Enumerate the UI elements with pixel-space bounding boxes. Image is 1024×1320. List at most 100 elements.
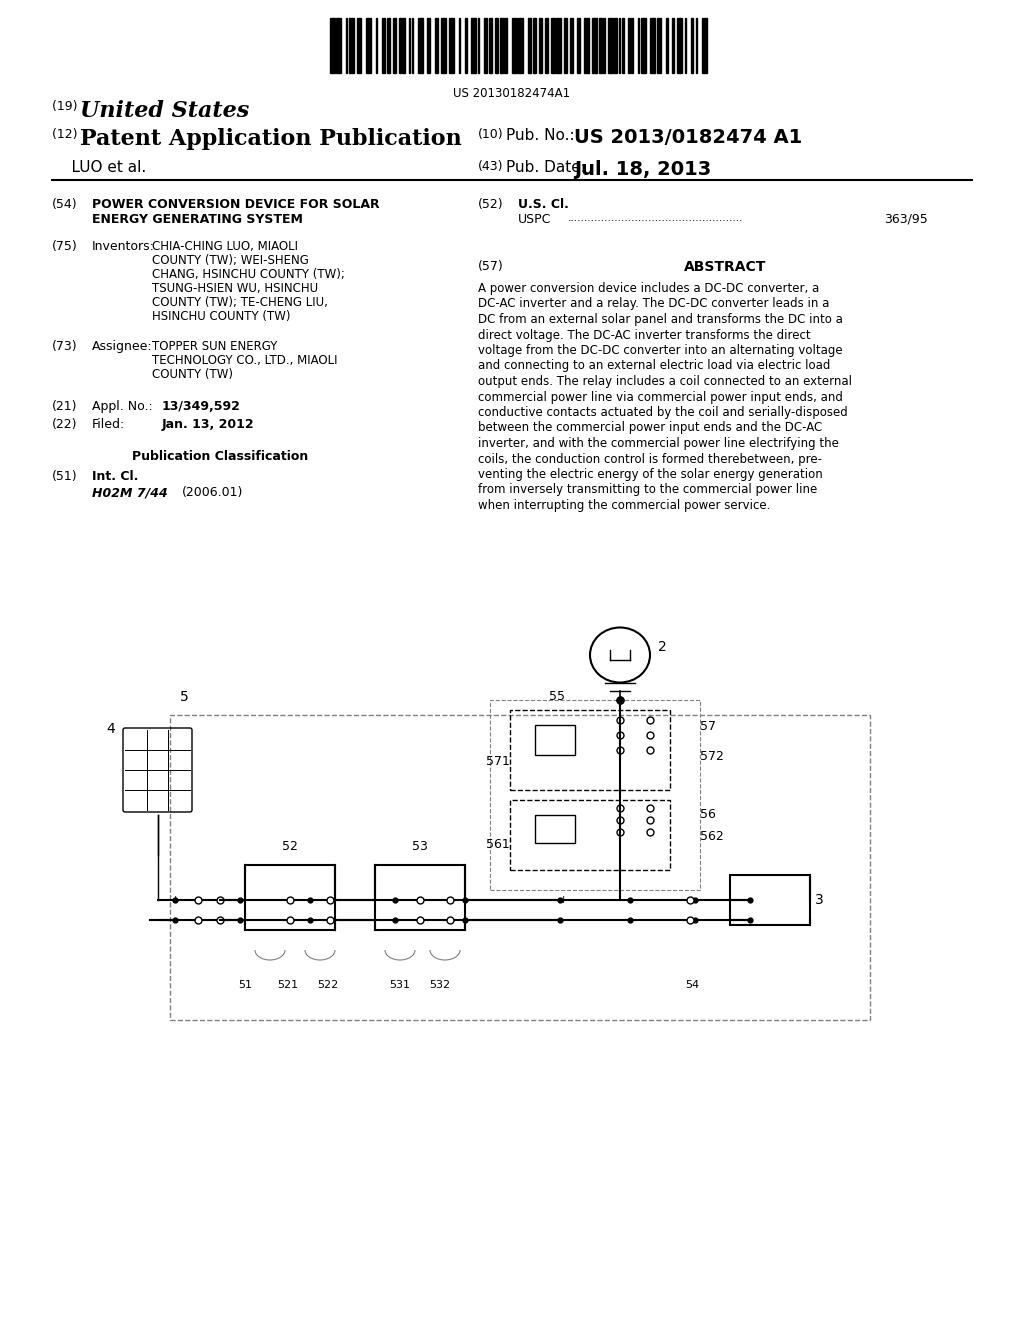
Text: (54): (54) [52,198,78,211]
Text: (2006.01): (2006.01) [182,486,244,499]
Bar [495,18,498,73]
Bar [409,18,410,73]
Bar [622,18,624,73]
Text: TOPPER SUN ENERGY: TOPPER SUN ENERGY [152,341,278,352]
Bar [632,18,633,73]
Text: POWER CONVERSION DEVICE FOR SOLAR: POWER CONVERSION DEVICE FOR SOLAR [92,198,380,211]
Text: (73): (73) [52,341,78,352]
Text: +: + [558,895,567,906]
Text: Jul. 18, 2013: Jul. 18, 2013 [574,160,712,180]
Text: 572: 572 [700,750,724,763]
Bar [412,18,414,73]
Text: from inversely transmitting to the commercial power line: from inversely transmitting to the comme… [478,483,817,496]
Text: 3: 3 [815,894,823,907]
Text: TSUNG-HSIEN WU, HSINCHU: TSUNG-HSIEN WU, HSINCHU [152,282,318,294]
Bar [500,18,503,73]
Text: 5: 5 [180,690,188,704]
Text: ENERGY GENERATING SYSTEM: ENERGY GENERATING SYSTEM [92,213,303,226]
Bar [673,18,674,73]
Text: (19): (19) [52,100,82,114]
Text: (75): (75) [52,240,78,253]
Text: ....................................................: ........................................… [568,213,743,223]
Bar [702,18,707,73]
Text: venting the electric energy of the solar energy generation: venting the electric energy of the solar… [478,469,822,480]
Text: LUO et al.: LUO et al. [52,160,146,176]
Text: 532: 532 [429,979,451,990]
Text: Appl. No.:: Appl. No.: [92,400,153,413]
Bar [532,18,536,73]
Bar [488,18,492,73]
Text: Inventors:: Inventors: [92,240,155,253]
Text: 2: 2 [658,640,667,653]
Text: 53: 53 [412,840,428,853]
Text: TECHNOLOGY CO., LTD., MIAOLI: TECHNOLOGY CO., LTD., MIAOLI [152,354,338,367]
Text: +: + [170,895,179,906]
Text: DC-AC inverter and a relay. The DC-DC converter leads in a: DC-AC inverter and a relay. The DC-DC co… [478,297,829,310]
Text: (52): (52) [478,198,504,211]
Bar [330,18,335,73]
Text: −: − [170,915,179,925]
Text: HSINCHU COUNTY (TW): HSINCHU COUNTY (TW) [152,310,291,323]
Bar [614,18,617,73]
Text: conductive contacts actuated by the coil and serially-disposed: conductive contacts actuated by the coil… [478,407,848,418]
Bar [382,18,385,73]
Text: Pub. Date:: Pub. Date: [506,160,586,176]
Bar [577,18,580,73]
Bar [618,18,621,73]
Bar [685,18,686,73]
Bar [592,18,597,73]
Text: and connecting to an external electric load via electric load: and connecting to an external electric l… [478,359,830,372]
Text: (51): (51) [52,470,78,483]
Text: output ends. The relay includes a coil connected to an external: output ends. The relay includes a coil c… [478,375,852,388]
Bar [518,18,523,73]
Bar [399,18,400,73]
Bar [490,700,700,890]
Bar [656,18,662,73]
Text: Pub. No.:: Pub. No.: [506,128,574,143]
Text: 52: 52 [282,840,298,853]
Bar [585,18,589,73]
Bar [418,18,423,73]
Text: coils, the conduction control is formed therebetween, pre-: coils, the conduction control is formed … [478,453,822,466]
Text: COUNTY (TW); TE-CHENG LIU,: COUNTY (TW); TE-CHENG LIU, [152,296,328,309]
Text: ABSTRACT: ABSTRACT [684,260,766,275]
Text: direct voltage. The DC-AC inverter transforms the direct: direct voltage. The DC-AC inverter trans… [478,329,811,342]
Text: 54: 54 [685,979,699,990]
Bar [551,18,555,73]
Text: commercial power line via commercial power input ends, and: commercial power line via commercial pow… [478,391,843,404]
Text: 55: 55 [549,690,565,704]
Bar [465,18,467,73]
Bar [570,18,573,73]
Bar [535,814,575,843]
Bar [375,865,465,931]
Bar [450,18,454,73]
Text: U.S. Cl.: U.S. Cl. [518,198,569,211]
Bar [666,18,668,73]
Bar [459,18,461,73]
Bar [510,710,670,789]
Text: US 2013/0182474 A1: US 2013/0182474 A1 [574,128,802,147]
Text: (57): (57) [478,260,504,273]
Bar [504,18,508,73]
Bar [696,18,697,73]
Bar [556,18,561,73]
Bar [346,18,347,73]
Bar [427,18,430,73]
Bar [539,18,542,73]
Bar [477,18,479,73]
Text: inverter, and with the commercial power line electrifying the: inverter, and with the commercial power … [478,437,839,450]
Text: −: − [558,915,567,925]
Text: Int. Cl.: Int. Cl. [92,470,138,483]
Bar [650,18,655,73]
Bar [629,18,630,73]
Text: US 20130182474A1: US 20130182474A1 [454,87,570,100]
Text: United States: United States [80,100,249,121]
Bar [677,18,682,73]
Bar [535,725,575,755]
Text: (21): (21) [52,400,78,413]
Text: 571: 571 [486,755,510,768]
Bar [471,18,476,73]
Bar [245,865,335,931]
Text: A power conversion device includes a DC-DC converter, a: A power conversion device includes a DC-… [478,282,819,294]
Bar [512,18,517,73]
